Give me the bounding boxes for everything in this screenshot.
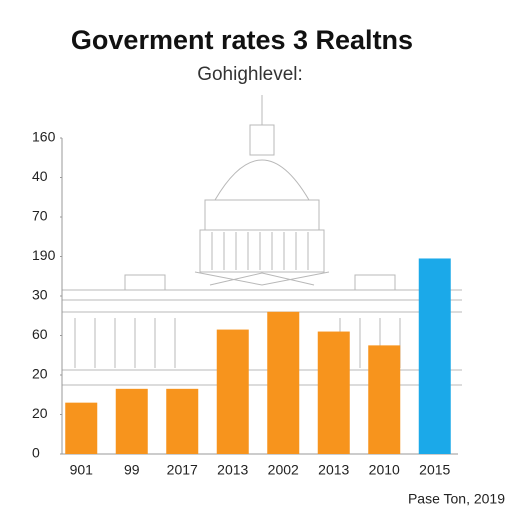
y-tick-label: 20 — [32, 366, 48, 382]
x-tick-label: 2015 — [419, 462, 450, 478]
y-tick-label: 60 — [32, 326, 48, 342]
bar — [267, 311, 300, 454]
bar — [65, 402, 98, 454]
bar — [368, 345, 401, 454]
x-tick-label: 99 — [124, 462, 140, 478]
x-tick-label: 2013 — [217, 462, 248, 478]
y-tick-label: 0 — [32, 445, 40, 461]
y-tick-label: 40 — [32, 168, 48, 184]
x-tick-label: 2017 — [167, 462, 198, 478]
bar — [166, 388, 199, 454]
bar — [216, 329, 249, 454]
y-tick-label: 160 — [32, 129, 56, 145]
chart-subtitle: Gohighlevel: — [197, 64, 303, 85]
x-tick-label: 2010 — [369, 462, 400, 478]
y-tick-label: 190 — [32, 247, 56, 263]
x-tick-label: 901 — [70, 462, 94, 478]
bar — [418, 258, 451, 454]
x-tick-label: 2013 — [318, 462, 349, 478]
x-tick-label: 2002 — [268, 462, 299, 478]
bar — [115, 388, 148, 454]
y-tick-label: 20 — [32, 405, 48, 421]
source-note: Pase Ton, 2019 — [408, 491, 505, 507]
chart-title: Goverment rates 3 Realtns — [71, 25, 413, 55]
y-tick-label: 30 — [32, 287, 48, 303]
bar — [317, 331, 350, 454]
y-tick-label: 70 — [32, 208, 48, 224]
capitol-illustration — [62, 95, 462, 386]
